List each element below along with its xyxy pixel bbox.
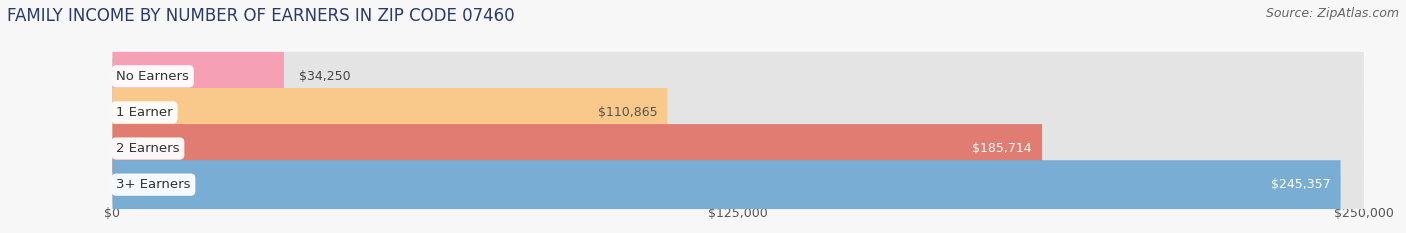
FancyBboxPatch shape <box>112 88 1364 137</box>
Text: $34,250: $34,250 <box>299 70 350 83</box>
FancyBboxPatch shape <box>112 88 668 137</box>
Text: $185,714: $185,714 <box>973 142 1032 155</box>
FancyBboxPatch shape <box>112 160 1340 209</box>
Text: Source: ZipAtlas.com: Source: ZipAtlas.com <box>1265 7 1399 20</box>
FancyBboxPatch shape <box>112 52 284 101</box>
Text: No Earners: No Earners <box>117 70 190 83</box>
FancyBboxPatch shape <box>112 124 1364 173</box>
Text: 3+ Earners: 3+ Earners <box>117 178 191 191</box>
Text: 1 Earner: 1 Earner <box>117 106 173 119</box>
Text: FAMILY INCOME BY NUMBER OF EARNERS IN ZIP CODE 07460: FAMILY INCOME BY NUMBER OF EARNERS IN ZI… <box>7 7 515 25</box>
FancyBboxPatch shape <box>112 124 1042 173</box>
Text: 2 Earners: 2 Earners <box>117 142 180 155</box>
FancyBboxPatch shape <box>112 52 1364 101</box>
Text: $110,865: $110,865 <box>598 106 658 119</box>
FancyBboxPatch shape <box>112 160 1364 209</box>
Text: $245,357: $245,357 <box>1271 178 1330 191</box>
